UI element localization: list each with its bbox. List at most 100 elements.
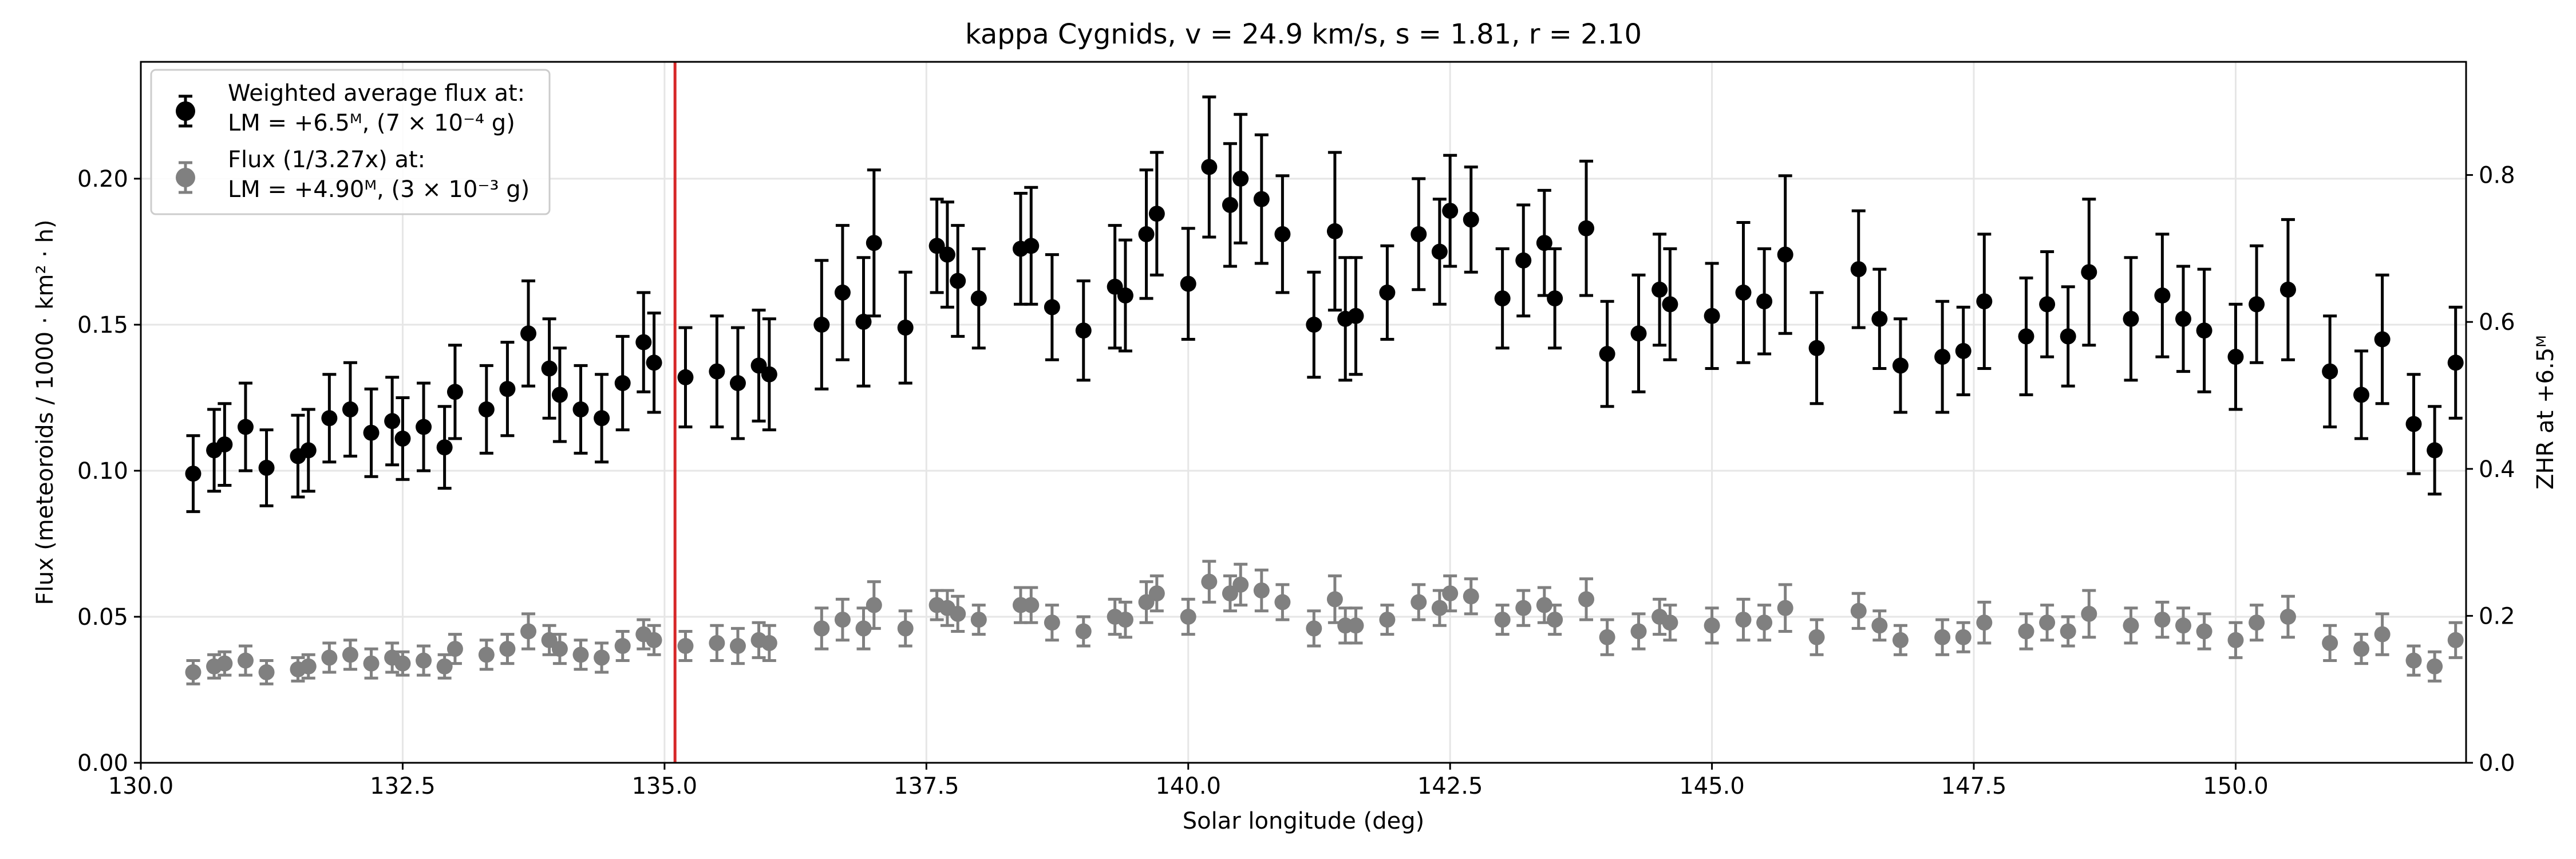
data-point (2039, 296, 2056, 313)
data-point (1652, 281, 1668, 298)
data-point (1850, 602, 1867, 619)
data-point (1232, 171, 1249, 187)
series-flux-lm490 (185, 559, 2464, 685)
data-point (2123, 617, 2139, 634)
data-point (2196, 322, 2212, 339)
data-point (551, 641, 568, 657)
data-point (1411, 226, 1427, 242)
data-point (1630, 623, 1647, 640)
data-point (1578, 591, 1595, 608)
data-point (478, 647, 495, 663)
data-point (950, 273, 966, 289)
data-point (646, 632, 662, 648)
y-tick-label-left: 0.05 (77, 604, 128, 631)
x-tick-label: 132.5 (370, 773, 436, 799)
data-point (614, 638, 631, 654)
data-point (1201, 159, 1218, 175)
data-point (258, 459, 275, 476)
data-point (2154, 612, 2171, 628)
data-point (834, 612, 851, 628)
data-point (2175, 310, 2191, 327)
data-point (1326, 223, 1343, 239)
y-axis-label-left: Flux (meteoroids / 1000 · km² · h) (32, 219, 58, 605)
axes: 130.0 132.5 135.0 137.5 140.0 142.5 145.0 147.5… (77, 163, 2515, 799)
data-point (1735, 284, 1752, 301)
data-point (594, 649, 610, 666)
data-point (2060, 623, 2076, 640)
data-point (321, 649, 338, 666)
legend-label-flux-lm490-line2: LM = +4.90ᴹ, (3 × 10⁻³ g) (228, 176, 530, 203)
data-point (478, 401, 495, 417)
data-point (436, 439, 453, 456)
data-point (1379, 284, 1396, 301)
data-point (1253, 191, 1270, 207)
legend-label-flux-lm490-line1: Flux (1/3.27x) at: (228, 147, 425, 173)
legend-label-flux-lm65-line2: LM = +6.5ᴹ, (7 × 10⁻⁴ g) (228, 110, 515, 136)
data-point (1976, 293, 1993, 310)
data-point (1976, 614, 1993, 631)
y-tick-label-left: 0.00 (77, 750, 128, 777)
data-point (1808, 629, 1825, 645)
data-point (1599, 629, 1615, 645)
data-point (1306, 620, 1322, 637)
data-point (2427, 658, 2443, 675)
data-point (2060, 328, 2076, 345)
data-point (2353, 387, 2370, 403)
data-point (1756, 614, 1773, 631)
data-point (855, 620, 872, 637)
data-point (1411, 594, 1427, 610)
data-point (2081, 605, 2097, 622)
data-point (614, 375, 631, 391)
data-point (1442, 585, 1459, 602)
data-point (541, 360, 558, 377)
data-point (342, 401, 358, 417)
data-point (2374, 331, 2391, 348)
data-point (1117, 287, 1133, 304)
data-point (1180, 609, 1196, 625)
data-point (813, 317, 830, 333)
data-point (520, 325, 536, 342)
data-point (2196, 623, 2212, 640)
data-point (866, 597, 882, 613)
x-tick-label: 150.0 (2203, 773, 2269, 799)
data-point (541, 632, 558, 648)
x-tick-label: 130.0 (108, 773, 174, 799)
data-point (1075, 623, 1092, 640)
data-point (394, 430, 411, 447)
data-point (1871, 310, 1888, 327)
data-point (185, 664, 202, 680)
legend-label-flux-lm65-line1: Weighted average flux at: (228, 80, 525, 107)
data-point (216, 436, 233, 453)
data-point (2227, 349, 2244, 365)
data-point (1431, 243, 1448, 260)
y-tick-label-right: 0.8 (2479, 163, 2515, 189)
y-axis-label-right: ZHR at +6.5ᴹ (2532, 335, 2559, 490)
data-point (1871, 617, 1888, 634)
data-point (1494, 612, 1511, 628)
data-point (2374, 626, 2391, 643)
data-point (1023, 597, 1040, 613)
data-point (709, 635, 725, 651)
data-point (1955, 629, 1971, 645)
data-point (2353, 641, 2370, 657)
x-tick-label: 145.0 (1679, 773, 1745, 799)
data-point (447, 641, 463, 657)
data-point (1274, 594, 1291, 610)
data-point (1515, 600, 1532, 616)
series-flux-lm65 (185, 95, 2464, 513)
data-point (1107, 278, 1123, 295)
data-point (2447, 354, 2464, 371)
data-point (761, 366, 777, 383)
data-point (2018, 328, 2034, 345)
data-point (436, 658, 453, 675)
data-point (1662, 614, 1678, 631)
data-point (1850, 261, 1867, 278)
data-point (1253, 582, 1270, 599)
data-point (384, 413, 401, 430)
data-point (1578, 220, 1595, 237)
data-point (750, 357, 767, 374)
data-point (1023, 238, 1040, 254)
data-point (2081, 264, 2097, 281)
data-point (1222, 585, 1238, 602)
data-point (1934, 629, 1951, 645)
